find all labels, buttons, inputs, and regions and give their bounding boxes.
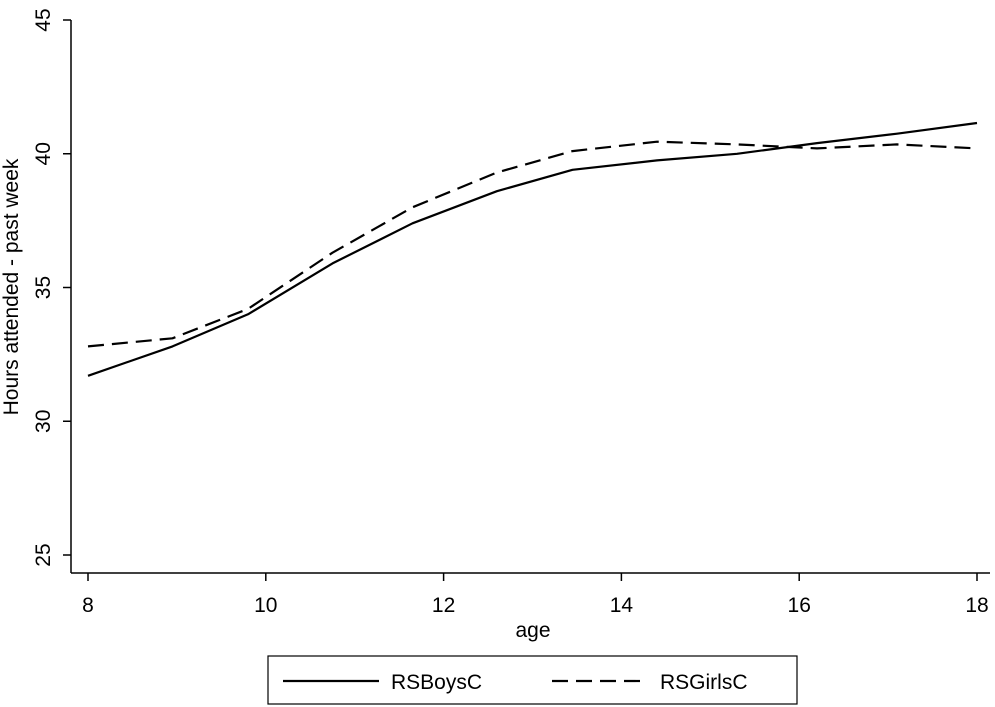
y-axis-label: Hours attended - past week [0, 158, 23, 415]
x-tick-label: 14 [610, 594, 634, 617]
x-tick-label: 10 [254, 594, 277, 617]
y-tick-label: 40 [32, 142, 55, 165]
x-tick-label: 18 [965, 594, 988, 617]
y-tick-label: 25 [32, 543, 55, 566]
legend-label-rsgirlsc: RSGirlsC [660, 671, 748, 694]
series-line-rsboysc [87, 121, 978, 377]
x-axis-label: age [515, 619, 550, 642]
x-axis-ticks: 8 10 12 14 16 18 [82, 573, 989, 617]
series-layer [87, 121, 978, 377]
series-line-rsgirlsc [87, 140, 978, 348]
y-tick-label: 45 [32, 8, 55, 31]
legend-label-rsboysc: RSBoysC [391, 671, 482, 694]
y-axis-ticks: 25 30 35 40 45 [32, 8, 71, 567]
legend: RSBoysC RSGirlsC [267, 655, 798, 705]
x-tick-label: 12 [432, 594, 455, 617]
y-tick-label: 30 [32, 410, 55, 433]
y-tick-label: 35 [32, 276, 55, 299]
x-tick-label: 8 [82, 594, 94, 617]
x-tick-label: 16 [788, 594, 811, 617]
